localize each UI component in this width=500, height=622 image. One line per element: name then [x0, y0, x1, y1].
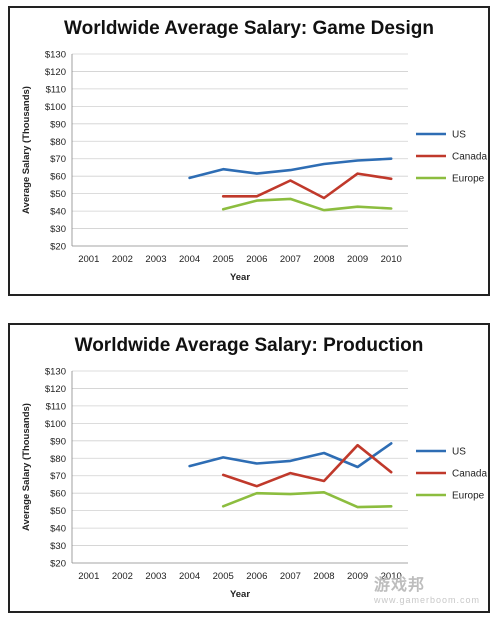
- y-tick-label: $100: [45, 419, 66, 430]
- y-tick-label: $50: [50, 189, 66, 200]
- y-tick-label: $100: [45, 102, 66, 113]
- x-tick-label: 2004: [179, 571, 200, 582]
- x-tick-label: 2007: [280, 254, 301, 265]
- x-tick-label: 2002: [112, 571, 133, 582]
- legend-label-europe: Europe: [452, 174, 485, 185]
- y-tick-label: $40: [50, 524, 66, 535]
- y-tick-label: $80: [50, 137, 66, 148]
- y-tick-label: $120: [45, 384, 66, 395]
- y-tick-label: $20: [50, 559, 66, 570]
- x-axis-title: Year: [230, 272, 250, 283]
- x-tick-label: 2008: [313, 254, 334, 265]
- x-tick-label: 2005: [213, 571, 234, 582]
- watermark-text: 游戏邦: [373, 577, 425, 594]
- chart-production: Worldwide Average Salary: Production $20 $…: [21, 335, 487, 600]
- series-line-europe: [221, 491, 393, 509]
- y-tick-label: $40: [50, 207, 66, 218]
- legend-label-us: US: [452, 447, 466, 458]
- chart-panel-game-design: Worldwide Average Salary: Game Design $20…: [8, 6, 490, 296]
- x-tick-label: 2005: [213, 254, 234, 265]
- x-tick-label: 2006: [246, 254, 267, 265]
- x-tick-label: 2001: [78, 254, 99, 265]
- chart-game-design: Worldwide Average Salary: Game Design $20…: [21, 18, 487, 283]
- series-line-canada: [221, 443, 393, 488]
- x-tick-label: 2009: [347, 254, 368, 265]
- legend-label-us: US: [452, 130, 466, 141]
- y-tick-label: $110: [46, 84, 66, 95]
- legend-label-canada: Canada: [452, 469, 487, 480]
- chart-title: Worldwide Average Salary: Game Design: [64, 18, 434, 39]
- y-tick-label: $70: [50, 154, 66, 165]
- x-tick-label: 2002: [112, 254, 133, 265]
- watermark-logo: 游戏邦 www.gamerboom.com: [374, 571, 480, 605]
- y-tick-label: $110: [46, 401, 66, 412]
- x-tick-label: 2008: [313, 571, 334, 582]
- x-tick-label: 2004: [179, 254, 200, 265]
- y-tick-label: $50: [50, 506, 66, 517]
- y-tick-label: $60: [50, 172, 66, 183]
- y-tick-label: $80: [50, 454, 66, 465]
- legend-label-canada: Canada: [452, 152, 487, 163]
- chart-panel-production: Worldwide Average Salary: Production $20 $…: [8, 323, 490, 613]
- y-axis-title: Average Salary (Thousands): [21, 403, 32, 531]
- x-axis-title: Year: [230, 589, 250, 600]
- x-tick-label: 2010: [381, 254, 402, 265]
- y-tick-label: $120: [45, 67, 66, 78]
- x-tick-label: 2009: [347, 571, 368, 582]
- x-tick-label: 2010: [381, 571, 402, 582]
- watermark-url: www.gamerboom.com: [373, 595, 480, 605]
- y-axis-title: Average Salary (Thousands): [21, 86, 32, 214]
- x-tick-label: 2007: [280, 571, 301, 582]
- series-line-us: [188, 442, 393, 469]
- series-line-canada: [221, 172, 393, 200]
- y-tick-label: $20: [50, 242, 66, 253]
- series-line-us: [188, 157, 393, 180]
- x-tick-label: 2006: [246, 571, 267, 582]
- x-tick-label: 2003: [145, 571, 166, 582]
- y-tick-label: $30: [50, 541, 66, 552]
- y-tick-label: $70: [50, 471, 66, 482]
- x-tick-label: 2001: [78, 571, 99, 582]
- x-tick-label: 2003: [145, 254, 166, 265]
- y-tick-label: $30: [50, 224, 66, 235]
- y-tick-label: $130: [45, 367, 66, 378]
- series-line-europe: [221, 197, 393, 212]
- y-tick-label: $60: [50, 489, 66, 500]
- chart-title: Worldwide Average Salary: Production: [75, 335, 424, 356]
- y-tick-label: $130: [45, 50, 66, 61]
- y-tick-label: $90: [50, 119, 66, 130]
- legend-label-europe: Europe: [452, 491, 485, 502]
- y-tick-label: $90: [50, 436, 66, 447]
